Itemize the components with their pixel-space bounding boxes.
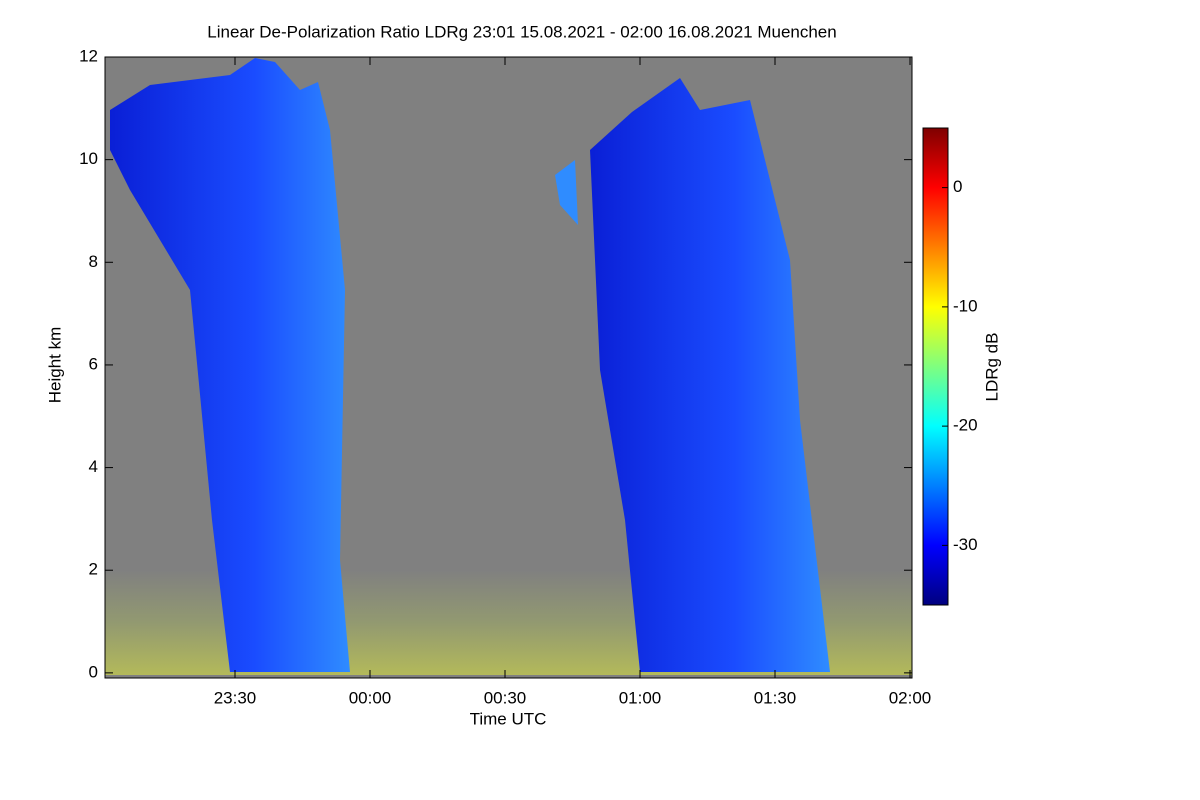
x-tick-label: 01:00 [619, 688, 662, 707]
x-tick-label: 00:30 [484, 688, 527, 707]
echo-region [555, 160, 578, 225]
y-tick-label: 12 [79, 46, 98, 65]
echo-region [590, 78, 830, 672]
x-tick-label: 00:00 [349, 688, 392, 707]
colorbar-tick-label: -20 [953, 416, 978, 435]
colorbar-tick-label: -10 [953, 296, 978, 315]
x-tick-label: 02:00 [889, 688, 932, 707]
x-tick-label: 23:30 [214, 688, 257, 707]
colorbar [922, 127, 949, 606]
y-tick-label: 6 [89, 354, 98, 373]
x-axis-label: Time UTC [470, 709, 547, 728]
x-tick-label: 01:30 [754, 688, 797, 707]
y-tick-label: 0 [89, 662, 98, 681]
chart-title: Linear De-Polarization Ratio LDRg 23:01 … [207, 22, 836, 41]
y-tick-label: 2 [89, 560, 98, 579]
colorbar-tick-label: 0 [953, 177, 962, 196]
plot-frame [104, 56, 913, 679]
echo-region [110, 58, 350, 672]
colorbar-tick-label: -30 [953, 535, 978, 554]
colorbar-label: LDRg dB [982, 333, 1001, 402]
y-axis-label: Height km [45, 327, 64, 404]
y-tick-label: 4 [89, 457, 98, 476]
y-tick-label: 8 [89, 252, 98, 271]
axes: 23:30 00:00 00:30 01:00 01:30 02:00 0 2 4 6 8 10 12 -… [79, 46, 978, 707]
y-tick-label: 10 [79, 149, 98, 168]
